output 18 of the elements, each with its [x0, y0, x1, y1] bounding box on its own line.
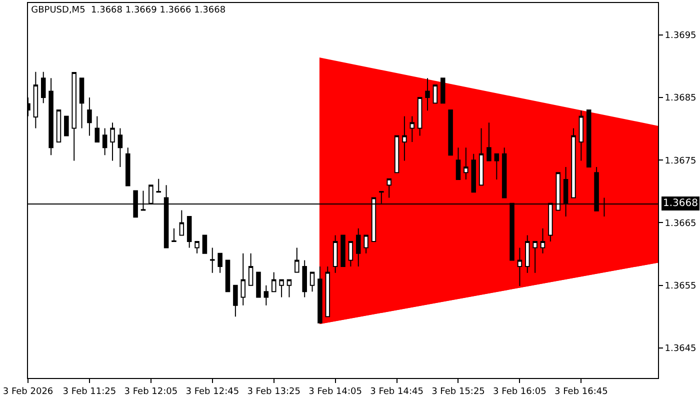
x-tick-label: 3 Feb 16:05 [493, 386, 546, 397]
y-tick-label: 1.3665 [664, 218, 696, 229]
y-tick-label: 1.3645 [664, 344, 696, 354]
x-tick-label: 3 Feb 16:45 [554, 386, 608, 397]
y-tick-label: 1.3685 [664, 94, 696, 104]
x-tick-label: 3 Feb 2026 [2, 386, 54, 397]
y-tick-label: 1.3695 [664, 31, 696, 42]
x-tick-label: 3 Feb 13:25 [247, 386, 301, 397]
x-tick-label: 3 Feb 15:25 [432, 386, 485, 397]
x-tick-label: 3 Feb 14:05 [308, 386, 362, 397]
x-tick-label: 3 Feb 14:45 [370, 386, 424, 397]
y-tick-label: 1.3655 [664, 282, 696, 292]
x-tick-label: 3 Feb 12:45 [186, 386, 240, 397]
y-tick-label: 1.3675 [664, 156, 696, 166]
chart-title: GBPUSD,M5 1.3668 1.3669 1.3666 1.3668 [31, 5, 226, 16]
x-tick-label: 3 Feb 11:25 [62, 386, 116, 397]
x-tick-label: 3 Feb 12:05 [124, 386, 178, 397]
ref-line-label: 1.3668 [663, 198, 698, 209]
